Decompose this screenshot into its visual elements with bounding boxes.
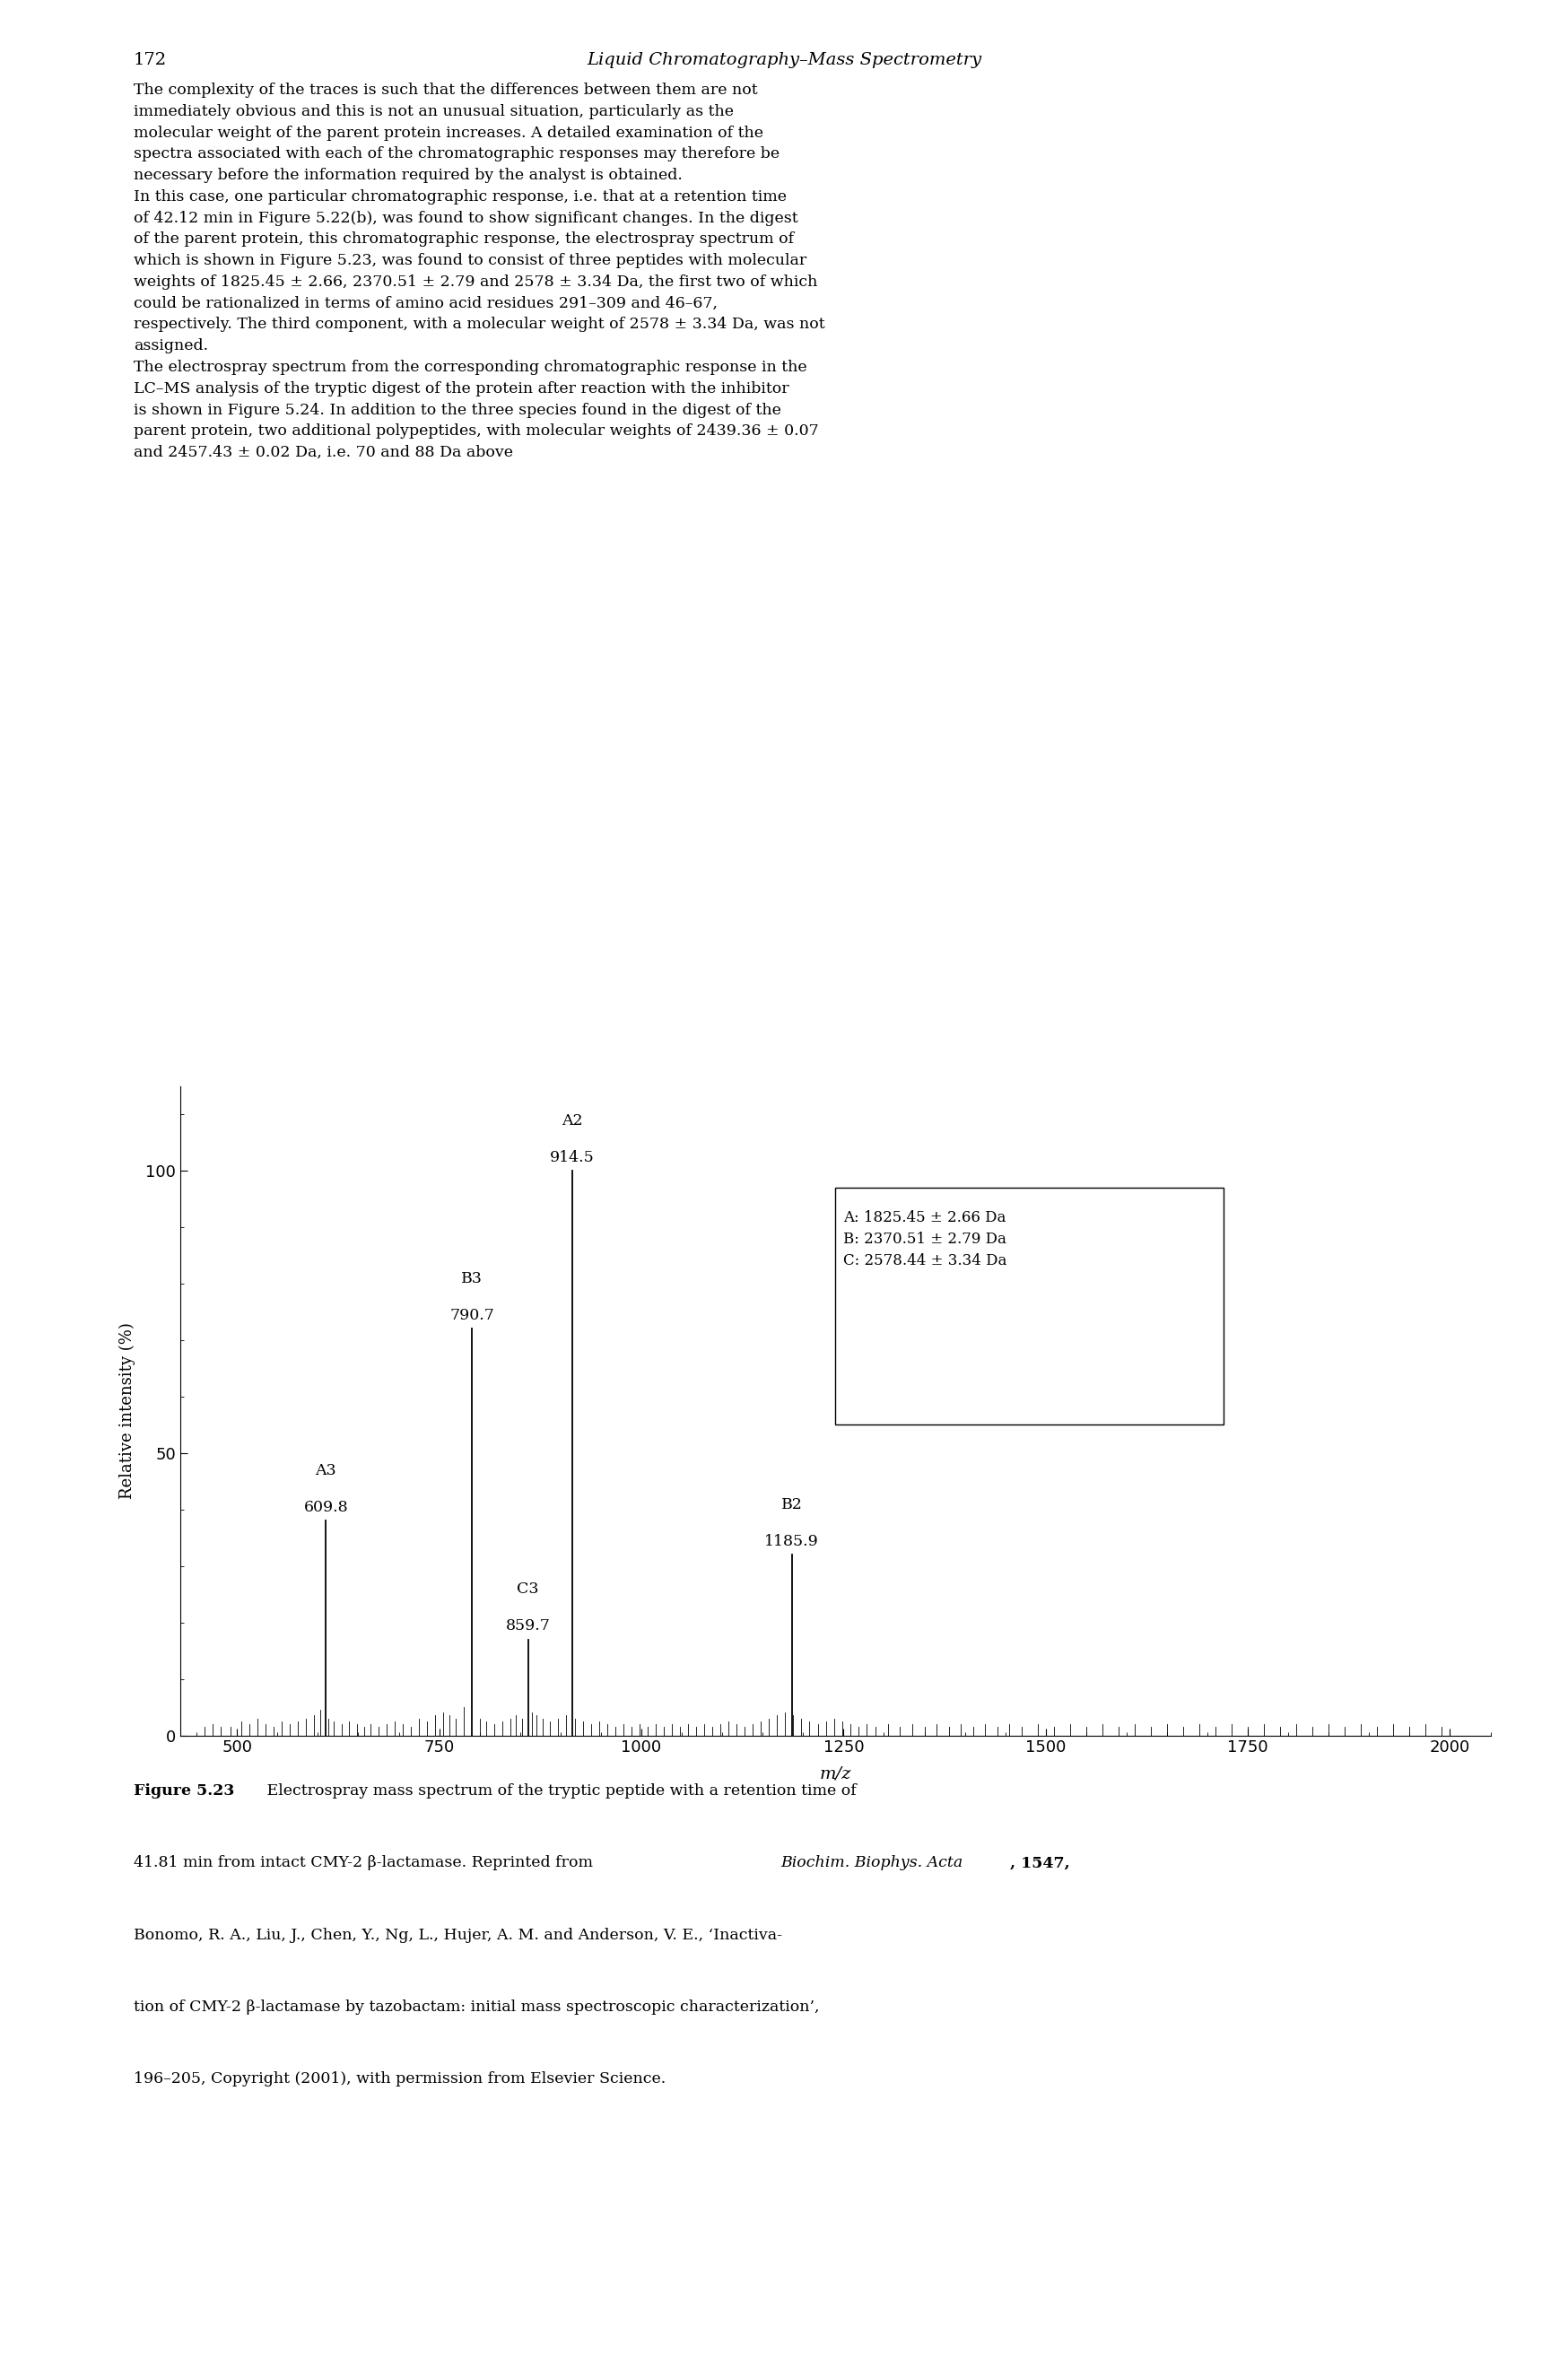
Text: 609.8: 609.8 bbox=[303, 1499, 348, 1516]
Y-axis label: Relative intensity (%): Relative intensity (%) bbox=[119, 1322, 135, 1499]
Text: The complexity of the traces is such that the differences between them are not
i: The complexity of the traces is such tha… bbox=[133, 83, 825, 460]
Text: Bonomo, R. A., Liu, J., Chen, Y., Ng, L., Hujer, A. M. and Anderson, V. E., ‘Ina: Bonomo, R. A., Liu, J., Chen, Y., Ng, L.… bbox=[133, 1927, 781, 1943]
Text: Figure 5.23: Figure 5.23 bbox=[133, 1783, 234, 1799]
FancyBboxPatch shape bbox=[834, 1188, 1223, 1424]
Text: Biochim. Biophys. Acta: Biochim. Biophys. Acta bbox=[779, 1856, 963, 1870]
Text: 172: 172 bbox=[133, 52, 166, 68]
Text: Liquid Chromatography–Mass Spectrometry: Liquid Chromatography–Mass Spectrometry bbox=[586, 52, 982, 68]
Text: , 1547,: , 1547, bbox=[1010, 1856, 1069, 1870]
Text: 41.81 min from intact CMY-2 β-lactamase. Reprinted from: 41.81 min from intact CMY-2 β-lactamase.… bbox=[133, 1856, 597, 1870]
X-axis label: m/z: m/z bbox=[818, 1766, 851, 1783]
Text: A3: A3 bbox=[315, 1464, 336, 1478]
Text: 1185.9: 1185.9 bbox=[764, 1535, 818, 1549]
Text: C3: C3 bbox=[516, 1582, 538, 1596]
Text: tion of CMY-2 β-lactamase by tazobactam: initial mass spectroscopic characteriza: tion of CMY-2 β-lactamase by tazobactam:… bbox=[133, 2000, 818, 2014]
Text: A2: A2 bbox=[561, 1112, 582, 1129]
Text: B2: B2 bbox=[781, 1497, 801, 1513]
Text: A: 1825.45 ± 2.66 Da
B: 2370.51 ± 2.79 Da
C: 2578.44 ± 3.34 Da: A: 1825.45 ± 2.66 Da B: 2370.51 ± 2.79 D… bbox=[844, 1211, 1007, 1268]
Text: 790.7: 790.7 bbox=[450, 1308, 494, 1322]
Text: 859.7: 859.7 bbox=[505, 1617, 550, 1634]
Text: 914.5: 914.5 bbox=[550, 1150, 594, 1164]
Text: Electrospray mass spectrum of the tryptic peptide with a retention time of: Electrospray mass spectrum of the trypti… bbox=[262, 1783, 856, 1799]
Text: 196–205, Copyright (2001), with permission from Elsevier Science.: 196–205, Copyright (2001), with permissi… bbox=[133, 2071, 665, 2087]
Text: B3: B3 bbox=[461, 1270, 483, 1287]
